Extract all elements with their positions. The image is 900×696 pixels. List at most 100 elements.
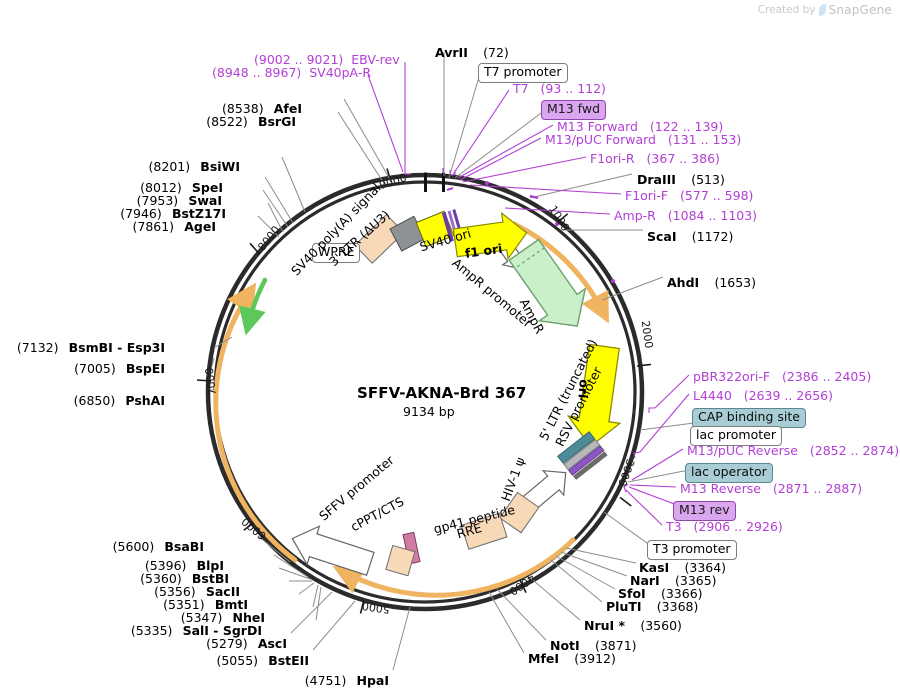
feature-box-label: M13 fwd bbox=[541, 100, 607, 120]
enzyme-position: (5351) bbox=[163, 597, 205, 612]
enzyme-position: (5396) bbox=[144, 558, 187, 573]
primer-position: (367 .. 386) bbox=[646, 151, 720, 166]
enzyme-position: (5279) bbox=[206, 636, 248, 651]
enzyme-name: BstBI bbox=[191, 571, 229, 586]
enzyme-position: (8538) bbox=[222, 101, 264, 116]
enzyme-position: (3364) bbox=[684, 560, 727, 575]
enzyme-leader-lines bbox=[210, 52, 695, 671]
coordinate-ticks bbox=[196, 168, 652, 614]
enzyme-label: DraIII (513) bbox=[637, 171, 725, 187]
enzyme-position: (7946) bbox=[120, 206, 162, 221]
enzyme-label: (7953) SwaI bbox=[137, 192, 222, 208]
enzyme-position: (5600) bbox=[112, 539, 155, 554]
enzyme-name: BspEI bbox=[125, 361, 165, 376]
enzyme-position: (3871) bbox=[594, 638, 637, 653]
feature-box-label: T3 promoter bbox=[647, 540, 737, 560]
primer-name: SV40pA-R bbox=[309, 65, 372, 80]
primer-label: M13 Forward (122 .. 139) bbox=[557, 119, 724, 134]
enzyme-name: NotI bbox=[550, 638, 580, 653]
enzyme-name: PluTI bbox=[606, 599, 642, 614]
primer-name: F1ori-F bbox=[625, 188, 669, 203]
enzyme-name: ScaI bbox=[647, 229, 677, 244]
feature-glyphs bbox=[291, 209, 622, 577]
primer-label: Amp-R (1084 .. 1103) bbox=[614, 208, 758, 223]
primer-name: M13 Reverse bbox=[680, 481, 761, 496]
enzyme-label: (8538) AfeI bbox=[222, 100, 302, 116]
feature-box-label: lac promoter bbox=[690, 426, 782, 446]
enzyme-position: (513) bbox=[691, 172, 725, 187]
primer-name: Amp-R bbox=[614, 208, 656, 223]
orange-direction-arcs bbox=[213, 221, 609, 598]
enzyme-label: ScaI (1172) bbox=[647, 228, 733, 244]
primer-label: (9002 .. 9021) EBV-rev bbox=[254, 52, 400, 67]
feature-box-label: lac operator bbox=[685, 463, 773, 483]
enzyme-name: BsrGI bbox=[257, 114, 296, 129]
enzyme-name: SacII bbox=[205, 584, 240, 599]
enzyme-name: PshAI bbox=[125, 393, 165, 408]
enzyme-name: SpeI bbox=[191, 180, 223, 195]
enzyme-position: (1653) bbox=[714, 275, 757, 290]
enzyme-position: (3366) bbox=[660, 586, 703, 601]
primer-position: (122 .. 139) bbox=[649, 119, 724, 134]
watermark-prefix: Created by bbox=[757, 4, 816, 16]
enzyme-name: AvrII bbox=[435, 45, 468, 60]
primer-label: F1ori-F (577 .. 598) bbox=[625, 188, 753, 203]
primer-label: M13/pUC Reverse (2852 .. 2874) bbox=[687, 443, 900, 458]
enzyme-name: AgeI bbox=[184, 219, 216, 234]
primer-position: (8948 .. 8967) bbox=[212, 65, 302, 80]
enzyme-position: (4751) bbox=[304, 673, 347, 688]
enzyme-name: BstEII bbox=[268, 653, 309, 668]
enzyme-label: (5055) BstEII bbox=[216, 652, 309, 668]
primer-position: (2852 .. 2874) bbox=[809, 443, 900, 458]
enzyme-label: PluTI (3368) bbox=[606, 598, 698, 614]
primer-name: EBV-rev bbox=[351, 52, 400, 67]
enzyme-position: (7861) bbox=[132, 219, 175, 234]
enzyme-name: DraIII bbox=[637, 172, 676, 187]
primer-name: F1ori-R bbox=[590, 151, 635, 166]
enzyme-name: HpaI bbox=[356, 673, 390, 688]
primer-position: (2871 .. 2887) bbox=[772, 481, 863, 496]
primer-label: F1ori-R (367 .. 386) bbox=[590, 151, 720, 166]
enzyme-label: (6850) PshAI bbox=[74, 392, 165, 408]
enzyme-position: (7953) bbox=[136, 193, 179, 208]
enzyme-position: (5347) bbox=[180, 610, 223, 625]
primer-position: (2386 .. 2405) bbox=[781, 369, 872, 384]
enzyme-label: AvrII (72) bbox=[435, 44, 509, 60]
primer-label: (8948 .. 8967) SV40pA-R bbox=[212, 65, 372, 80]
enzyme-position: (1172) bbox=[691, 229, 734, 244]
enzyme-label: NotI (3871) bbox=[550, 637, 637, 653]
enzyme-name: BstZ17I bbox=[171, 206, 226, 221]
primer-name: M13/pUC Reverse bbox=[687, 443, 798, 458]
enzyme-position: (5055) bbox=[216, 653, 259, 668]
enzyme-label: (8522) BsrGI bbox=[206, 113, 296, 129]
primer-label: L4440 (2639 .. 2656) bbox=[693, 389, 833, 403]
enzyme-name: KasI bbox=[639, 560, 670, 575]
primer-name: M13/pUC Forward bbox=[545, 132, 656, 147]
enzyme-position: (5360) bbox=[140, 571, 182, 586]
enzyme-name: NheI bbox=[232, 610, 266, 625]
feature-box-label: WPRE bbox=[312, 243, 361, 263]
enzyme-label: (7946) BstZ17I bbox=[120, 205, 226, 221]
enzyme-name: BsaBI bbox=[164, 539, 204, 554]
feature-box-label: CAP binding site bbox=[692, 408, 806, 428]
enzyme-label: (5356) SacII bbox=[154, 583, 240, 599]
enzyme-position: (72) bbox=[483, 45, 509, 60]
enzyme-label: AhdI (1653) bbox=[667, 274, 756, 290]
enzyme-name: BsiWI bbox=[200, 159, 240, 174]
enzyme-label: (5347) NheI bbox=[181, 609, 265, 625]
enzyme-label: KasI (3364) bbox=[639, 559, 726, 575]
primer-name: T3 bbox=[666, 519, 682, 534]
feature-box-label: T7 promoter bbox=[478, 63, 568, 83]
primer-name: M13 Forward bbox=[557, 119, 638, 134]
page-title: SFFV-AKNA-Brd 367 bbox=[357, 384, 527, 402]
enzyme-label: (5351) BmtI bbox=[163, 596, 248, 612]
enzyme-label: (8201) BsiWI bbox=[149, 158, 240, 174]
enzyme-position: (8522) bbox=[206, 114, 248, 129]
snapgene-watermark: Created by SnapGene bbox=[758, 3, 892, 17]
enzyme-position: (3365) bbox=[674, 573, 717, 588]
primer-position: (9002 .. 9021) bbox=[254, 52, 344, 67]
primer-position: (1084 .. 1103) bbox=[667, 208, 758, 223]
enzyme-label: (8012) SpeI bbox=[140, 179, 223, 195]
